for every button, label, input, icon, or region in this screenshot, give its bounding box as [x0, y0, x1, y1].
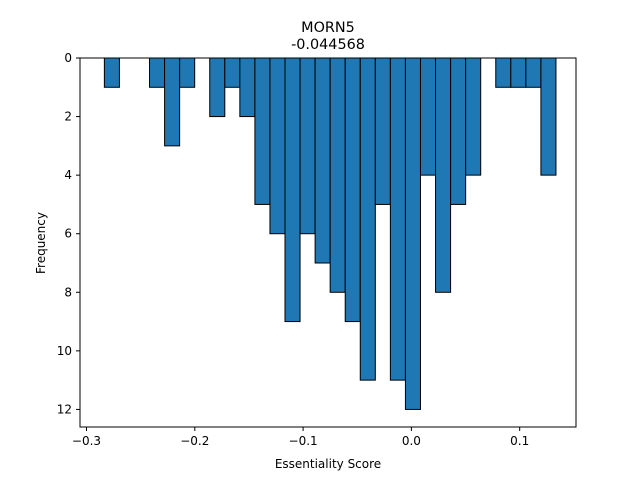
y-tick-label: 8: [64, 285, 72, 299]
y-axis-label: Frequency: [34, 212, 48, 274]
plot-frame: [79, 57, 577, 428]
histogram-bar: [510, 57, 527, 88]
histogram-bar: [209, 57, 226, 118]
histogram-bar: [389, 57, 406, 381]
x-tick-label: −0.3: [72, 434, 101, 448]
histogram-bar: [419, 57, 437, 176]
x-tick-label: −0.2: [180, 434, 209, 448]
histogram-bar: [149, 57, 166, 88]
chart-subtitle: -0.044568: [291, 37, 365, 53]
histogram-bar: [164, 57, 181, 147]
histogram-bar: [269, 57, 286, 235]
histogram-bar: [254, 57, 271, 205]
histogram-bar: [224, 57, 241, 88]
y-axis: 0 2 4 6 8 10 12: [57, 51, 80, 416]
x-tick-label: −0.1: [289, 434, 318, 448]
y-tick-label: 2: [64, 110, 72, 124]
x-axis: −0.3 −0.2 −0.1 0.0 0.1: [72, 427, 529, 448]
bars-layer: [103, 57, 557, 410]
histogram-bar: [359, 57, 376, 381]
histogram-bar: [450, 57, 467, 205]
x-tick-label: 0.1: [510, 434, 529, 448]
histogram-bar: [495, 57, 512, 88]
histogram-bar: [540, 57, 557, 176]
histogram-bar: [374, 57, 391, 205]
y-tick-label: 4: [64, 168, 72, 182]
histogram-bar: [179, 57, 196, 88]
histogram-bar: [299, 57, 316, 235]
y-tick-label: 12: [57, 402, 72, 416]
y-tick-label: 6: [64, 227, 72, 241]
histogram-bar: [435, 57, 452, 293]
y-tick-label: 10: [57, 344, 72, 358]
histogram-bar: [284, 57, 301, 323]
y-tick-label: 0: [64, 51, 72, 65]
chart-title: MORN5: [301, 20, 355, 36]
x-axis-label: Essentiality Score: [275, 457, 381, 471]
histogram-bar: [314, 57, 331, 264]
histogram-bar: [103, 57, 120, 88]
histogram-bar: [525, 57, 542, 88]
histogram-bar: [465, 57, 482, 176]
histogram-bar: [344, 57, 361, 323]
histogram-bar: [329, 57, 346, 293]
x-tick-label: 0.0: [402, 434, 421, 448]
histogram-bar: [239, 57, 256, 118]
histogram-bar: [404, 57, 421, 410]
